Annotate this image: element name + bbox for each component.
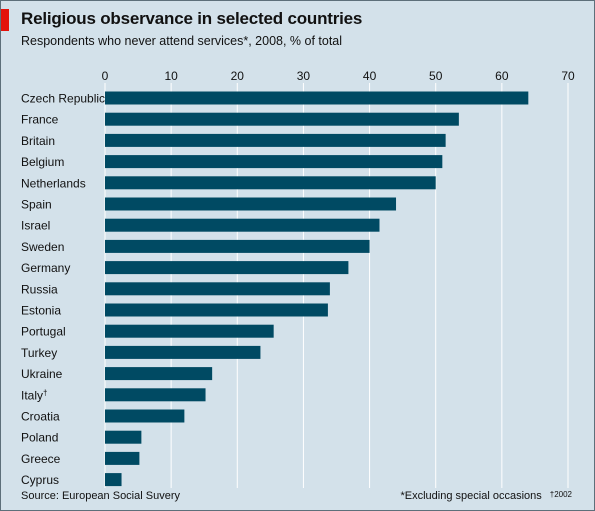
- bar: [105, 303, 328, 317]
- bar: [105, 197, 397, 211]
- bar: [105, 430, 142, 444]
- bars: [105, 91, 529, 487]
- category-label: Spain: [21, 198, 52, 212]
- category-label: Portugal: [21, 325, 66, 339]
- bar: [105, 91, 529, 105]
- bar: [105, 261, 349, 275]
- category-label: Britain: [21, 134, 55, 148]
- chart-title: Religious observance in selected countri…: [21, 9, 363, 28]
- category-label: Czech Republic: [21, 92, 105, 106]
- bar: [105, 155, 443, 169]
- category-label: Israel: [21, 219, 50, 233]
- tick-label: 0: [102, 69, 109, 83]
- bar: [105, 367, 213, 381]
- chart-subtitle: Respondents who never attend services*, …: [21, 34, 343, 48]
- category-label: Greece: [21, 452, 61, 466]
- bar: [105, 239, 370, 253]
- bar: [105, 324, 274, 338]
- category-label: Turkey: [21, 346, 57, 360]
- category-label: Netherlands: [21, 176, 86, 190]
- bar: [105, 388, 206, 402]
- category-label: Russia: [21, 282, 58, 296]
- tick-label: 70: [561, 69, 575, 83]
- category-label: Croatia: [21, 410, 60, 424]
- dagger-mark: †: [43, 388, 47, 397]
- brand-accent-bar: [1, 9, 9, 31]
- tick-label: 30: [297, 69, 311, 83]
- category-label: France: [21, 113, 59, 127]
- footnote: *Excluding special occasions †2002: [401, 490, 573, 502]
- bar: [105, 409, 185, 423]
- bar: [105, 112, 459, 126]
- bar: [105, 473, 122, 487]
- category-label: Cyprus: [21, 473, 59, 487]
- category-label: Ukraine: [21, 367, 63, 381]
- category-label: Italy†: [21, 388, 47, 402]
- bar: [105, 133, 446, 147]
- category-label: Sweden: [21, 240, 64, 254]
- bar: [105, 218, 380, 232]
- bar: [105, 451, 140, 465]
- category-labels: Czech Republic France Britain Belgium Nether…: [21, 92, 105, 488]
- category-label: Germany: [21, 261, 70, 275]
- tick-label: 10: [164, 69, 178, 83]
- footnote-text: *Excluding special occasions: [400, 490, 542, 502]
- category-label: Poland: [21, 431, 58, 445]
- tick-label: 20: [231, 69, 245, 83]
- tick-label: 50: [429, 69, 443, 83]
- bar: [105, 176, 436, 190]
- bar: [105, 345, 261, 359]
- category-label: Belgium: [21, 155, 64, 169]
- tick-label: 60: [495, 69, 509, 83]
- tick-label: 40: [363, 69, 377, 83]
- axis-ticks: 0 10 20 30 40 50 60 70: [102, 69, 575, 83]
- category-label: Estonia: [21, 304, 61, 318]
- source-note: Source: European Social Suvery: [21, 490, 180, 502]
- dagger-note: †2002: [549, 490, 572, 499]
- bar: [105, 282, 330, 296]
